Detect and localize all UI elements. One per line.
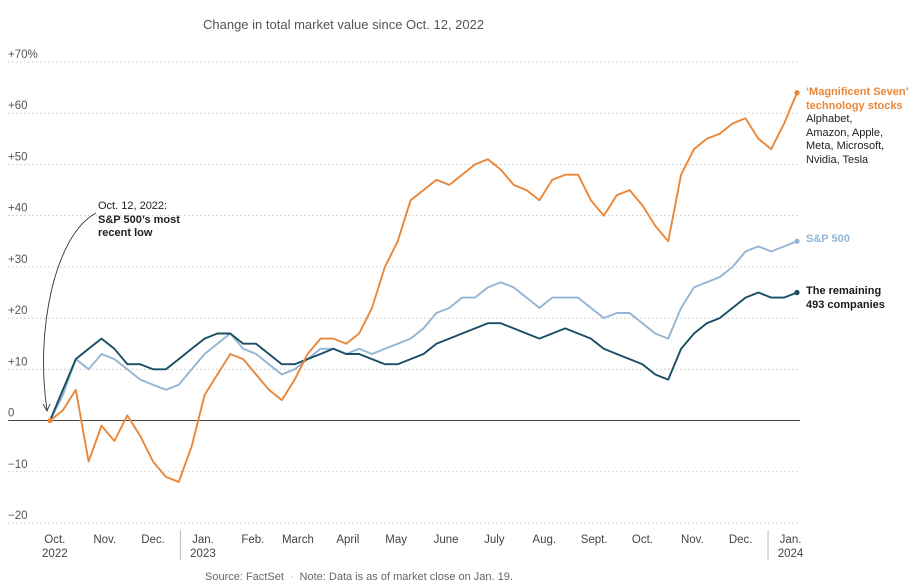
annotation-arrowhead xyxy=(42,403,51,413)
magnificent-label-line1: ‘Magnificent Seven’ xyxy=(806,86,909,98)
x-tick-label: Nov. xyxy=(681,534,704,546)
gridlines xyxy=(8,61,800,524)
x-tick-year-label: 2023 xyxy=(190,548,216,560)
magnificent-seven-members: Alphabet, Amazon, Apple, Meta, Microsoft… xyxy=(806,113,916,167)
annotation-date: Oct. 12, 2022: xyxy=(98,200,168,212)
x-tick-year-label: 2024 xyxy=(778,548,804,560)
magnificent-label-line2: technology stocks xyxy=(806,99,903,112)
chart-subtitle: Change in total market value since Oct. … xyxy=(203,17,485,32)
x-tick-label: March xyxy=(282,534,314,546)
start-point-dot xyxy=(47,417,53,424)
sp500-label: S&P 500 xyxy=(806,233,850,245)
separator-dot: · xyxy=(289,571,294,583)
x-axis: Oct. 2022 Nov. Dec. Jan. 2023 Feb. March April Ma… xyxy=(42,530,804,560)
x-tick-year-label: 2022 xyxy=(42,548,68,560)
y-tick-label: +50 xyxy=(8,151,28,163)
magnificent-seven-label: ‘Magnificent Seven’ technology stocks xyxy=(806,86,909,113)
source-note: Source: FactSet · Note: Data is as of mark… xyxy=(205,571,513,583)
source-text: Source: FactSet xyxy=(205,571,284,583)
x-tick-label: May xyxy=(385,534,407,546)
magnificent-seven-line xyxy=(49,92,798,483)
y-tick-label: −10 xyxy=(8,459,28,471)
x-tick-label: Jan. xyxy=(780,534,802,546)
oct-2022-low-annotation: Oct. 12, 2022: S&P 500’s most recent low xyxy=(98,200,180,241)
y-tick-label: +40 xyxy=(8,203,28,215)
remaining-label-line2: 493 companies xyxy=(806,298,885,311)
annotation-bold-line1: S&P 500’s most xyxy=(98,213,180,226)
y-axis-labels: −20 −10 0 +10 +20 +30 +40 +50 +60 +70% xyxy=(8,49,38,522)
x-tick-label: Oct. xyxy=(632,534,653,546)
sp500-line xyxy=(49,240,798,422)
x-tick-label: Aug. xyxy=(532,534,556,546)
y-tick-label: +30 xyxy=(8,254,28,266)
x-tick-label: Dec. xyxy=(141,534,165,546)
remaining-493-end-dot xyxy=(794,289,800,296)
x-tick-label: Dec. xyxy=(729,534,753,546)
member-line: Meta, Microsoft, xyxy=(806,140,885,152)
y-tick-label: −20 xyxy=(8,510,28,522)
member-line: Nvidia, Tesla xyxy=(806,153,869,166)
note-text: Note: Data is as of market close on Jan.… xyxy=(299,571,513,583)
member-line: Amazon, Apple, xyxy=(806,126,884,139)
series-lines xyxy=(47,90,800,483)
x-tick-label: Feb. xyxy=(241,534,264,546)
annotation-connector xyxy=(43,212,97,411)
x-tick-label: Jan. xyxy=(192,534,214,546)
x-tick-label: Oct. xyxy=(44,534,65,546)
y-tick-label: +70% xyxy=(8,49,38,61)
remaining-493-line xyxy=(49,291,798,421)
x-tick-label: July xyxy=(484,534,505,546)
y-tick-label: 0 xyxy=(8,408,14,420)
y-tick-label: +10 xyxy=(8,356,28,368)
annotation-bold-line2: recent low xyxy=(98,227,153,239)
x-tick-label: Sept. xyxy=(581,534,608,546)
x-tick-label: June xyxy=(434,534,459,546)
remaining-493-label: The remaining 493 companies xyxy=(806,285,885,312)
y-tick-label: +60 xyxy=(8,100,28,112)
x-tick-label: April xyxy=(336,534,359,546)
sp500-end-dot xyxy=(794,238,800,244)
x-tick-label: Nov. xyxy=(93,534,116,546)
magnificent-seven-end-dot xyxy=(794,90,800,96)
y-tick-label: +20 xyxy=(8,305,28,317)
member-line: Alphabet, xyxy=(806,113,853,125)
remaining-label-line1: The remaining xyxy=(806,285,882,297)
